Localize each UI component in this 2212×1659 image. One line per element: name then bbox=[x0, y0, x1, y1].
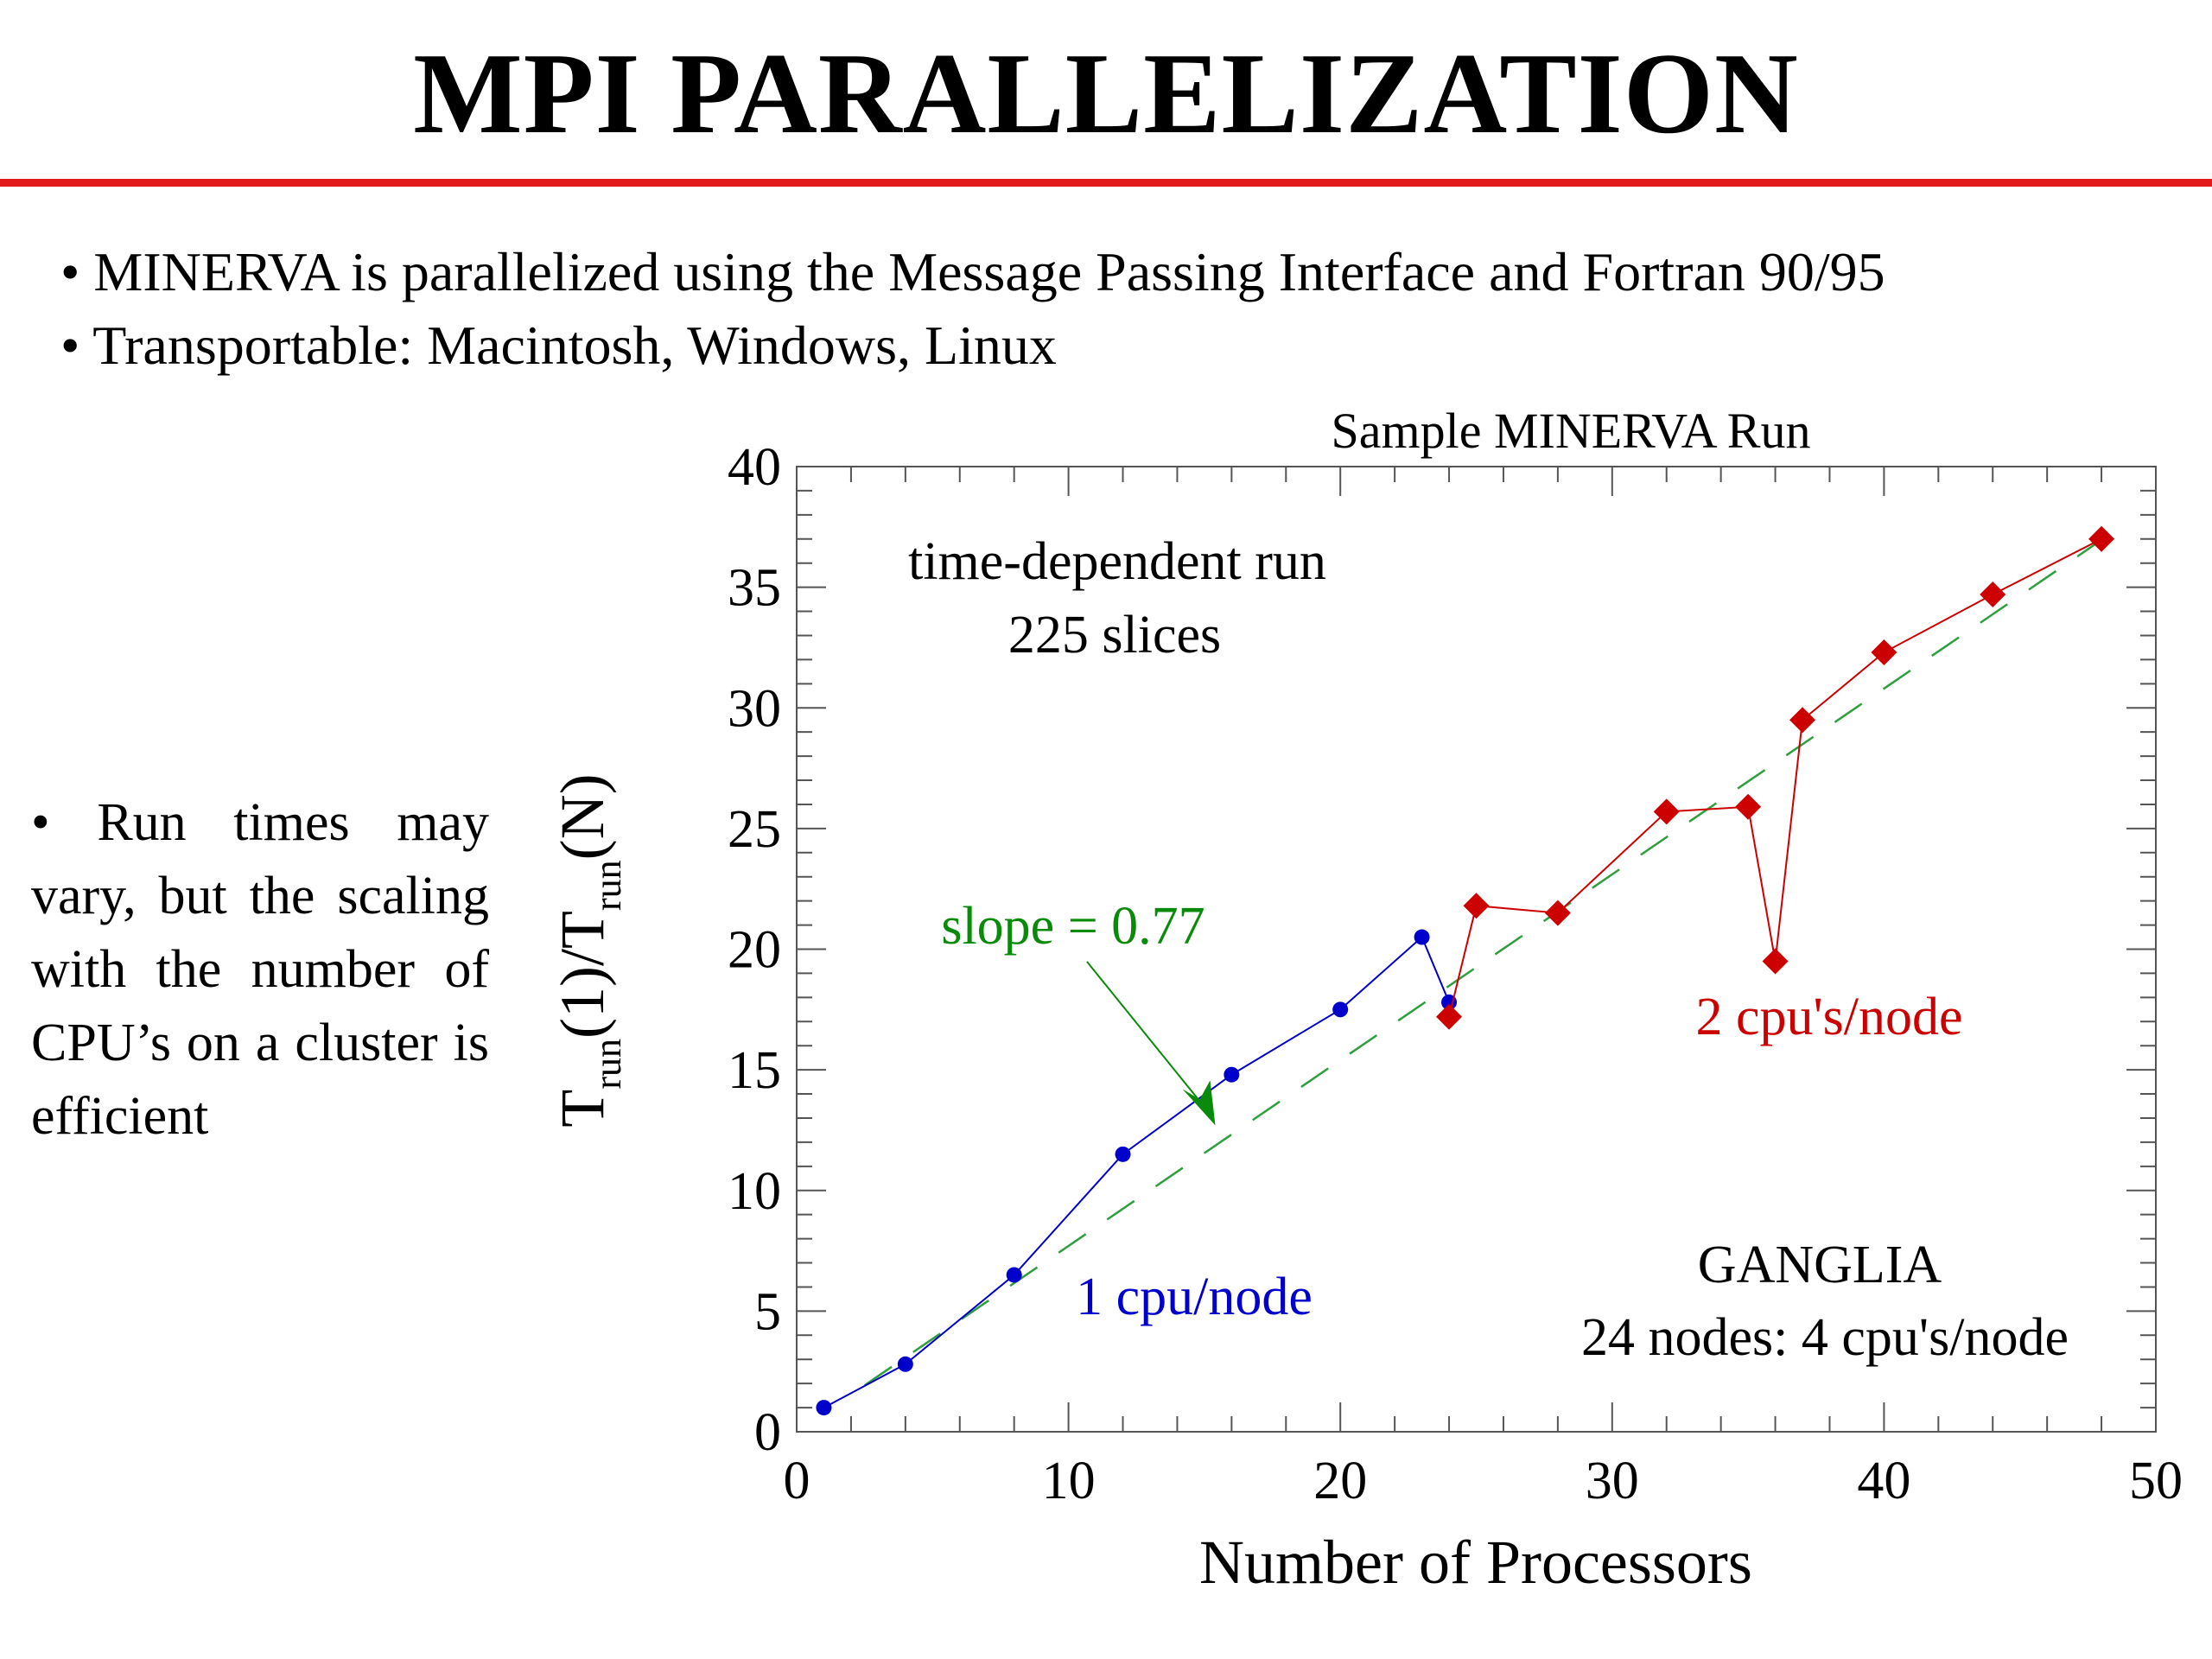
y-tick-label: 20 bbox=[728, 921, 781, 980]
annotation-cpu2: 2 cpu's/node bbox=[1695, 988, 1962, 1046]
data-point-circle bbox=[897, 1356, 913, 1372]
annotation-run-type: time-dependent run bbox=[908, 532, 1326, 591]
y-tick-label: 0 bbox=[754, 1403, 781, 1462]
data-point-circle bbox=[1332, 1001, 1349, 1018]
data-point-diamond bbox=[1463, 893, 1490, 919]
data-point-circle bbox=[816, 1400, 832, 1416]
bullet-transportable: • Transportable: Macintosh, Windows, Lin… bbox=[60, 315, 1057, 376]
data-point-circle bbox=[1414, 929, 1430, 945]
title-divider bbox=[0, 179, 2212, 187]
y-tick-label: 30 bbox=[728, 679, 781, 738]
data-point-circle bbox=[1115, 1146, 1131, 1162]
annotation-nodes: 24 nodes: 4 cpu's/node bbox=[1581, 1308, 2069, 1367]
data-point-diamond bbox=[1544, 899, 1571, 926]
fit-line bbox=[863, 538, 2102, 1387]
side-note-run-times: • Run times may vary, but the scaling wi… bbox=[31, 793, 489, 1146]
data-point-diamond bbox=[1436, 1003, 1463, 1030]
y-axis-label: Trun(1)/Trun(N) bbox=[548, 773, 629, 1127]
y-tick-label: 25 bbox=[728, 800, 781, 859]
slide-title: MPI PARALLELIZATION bbox=[413, 29, 1799, 157]
data-point-circle bbox=[1006, 1267, 1022, 1283]
data-point-diamond bbox=[1980, 582, 2006, 608]
y-axis-label-part: run bbox=[587, 1039, 629, 1090]
y-tick-label: 40 bbox=[728, 438, 781, 497]
top-bullet-list: • MINERVA is parallelized using the Mess… bbox=[60, 235, 1885, 382]
y-tick-label: 35 bbox=[728, 559, 781, 618]
data-point-diamond bbox=[1789, 707, 1816, 734]
slope-arrow-line bbox=[1086, 961, 1208, 1110]
annotation-ganglia: GANGLIA bbox=[1698, 1236, 1942, 1294]
x-tick-label: 30 bbox=[1586, 1452, 1639, 1510]
series-line-0 bbox=[823, 935, 1450, 1408]
series-line-1 bbox=[1448, 537, 2102, 1017]
x-tick-label: 20 bbox=[1313, 1452, 1367, 1510]
y-tick-label: 15 bbox=[728, 1041, 781, 1100]
y-axis-label-part: (N) bbox=[548, 773, 617, 860]
bullet-mpi: • MINERVA is parallelized using the Mess… bbox=[60, 241, 1885, 302]
data-point-diamond bbox=[1871, 639, 1897, 666]
y-axis-label-part: run bbox=[587, 860, 629, 911]
x-tick-label: 10 bbox=[1042, 1452, 1096, 1510]
y-axis-label-part: T bbox=[548, 1090, 617, 1128]
slope-arrow-head bbox=[1182, 1080, 1216, 1126]
annotation-cpu1: 1 cpu/node bbox=[1076, 1268, 1313, 1326]
x-axis-label: Number of Processors bbox=[1199, 1528, 1752, 1597]
y-axis-label-part: (1)/T bbox=[548, 911, 617, 1039]
data-point-diamond bbox=[2088, 525, 2115, 552]
x-tick-label: 40 bbox=[1857, 1452, 1910, 1510]
data-point-diamond bbox=[1762, 948, 1789, 975]
data-point-diamond bbox=[1653, 798, 1680, 825]
chart-title: Sample MINERVA Run bbox=[1332, 403, 1811, 459]
y-tick-label: 10 bbox=[728, 1162, 781, 1221]
data-point-diamond bbox=[1735, 793, 1762, 820]
annotation-slope: slope = 0.77 bbox=[941, 897, 1205, 956]
x-tick-label: 50 bbox=[2129, 1452, 2183, 1510]
annotation-slices: 225 slices bbox=[1008, 606, 1221, 664]
x-tick-label: 0 bbox=[784, 1452, 810, 1510]
data-point-circle bbox=[1224, 1066, 1240, 1083]
y-tick-label: 5 bbox=[754, 1282, 781, 1341]
